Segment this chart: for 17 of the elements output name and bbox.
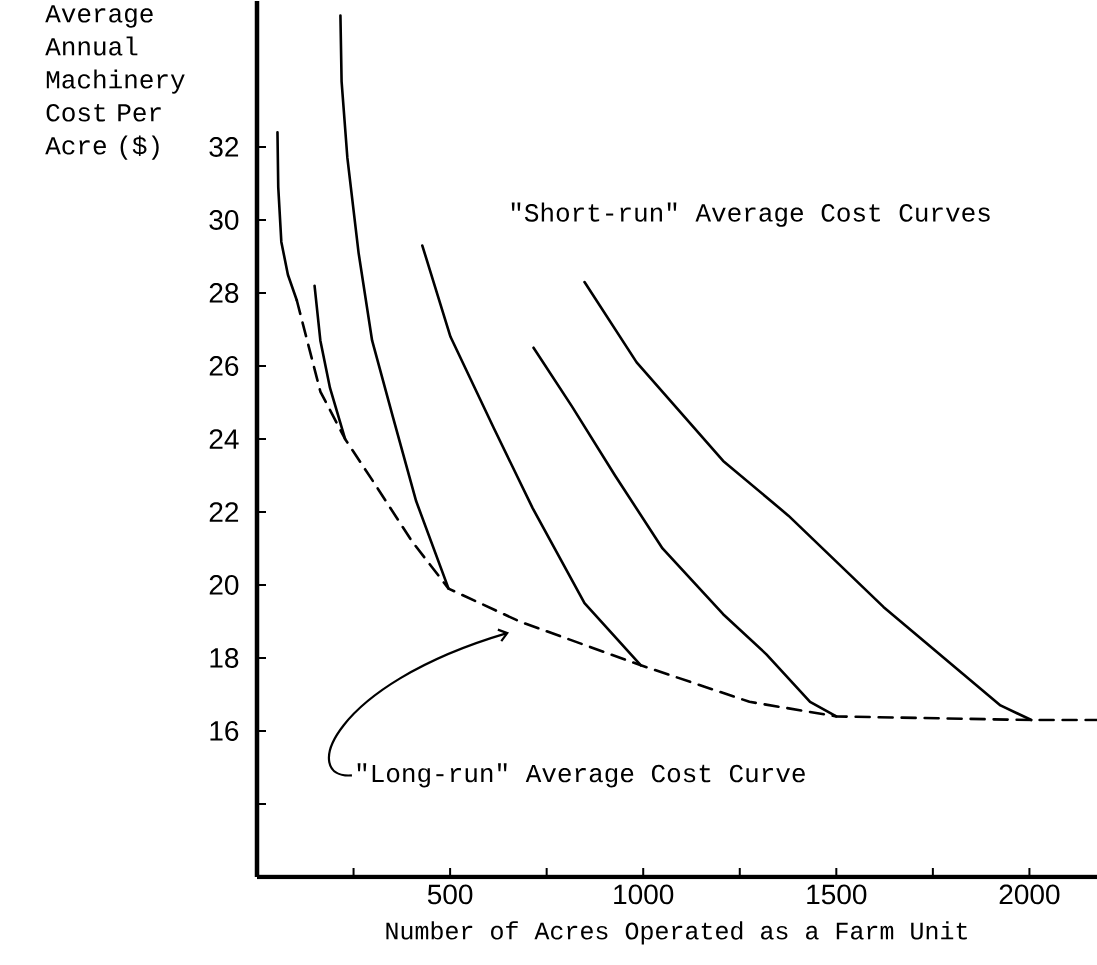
y-tick-label: 16: [210, 721, 239, 741]
x-axis-title: Number of Acres Operated as a Farm Unit: [386, 921, 967, 945]
x-tick-label: 500: [427, 884, 473, 905]
y-tick-label: 24: [209, 429, 239, 449]
y-axis-title: Average Annual Machinery Cost Per Acre ($): [45, 5, 185, 160]
y-tick-label: 20: [209, 575, 239, 595]
y-tick-label: 30: [209, 210, 239, 230]
y-tick-label: 18: [210, 648, 239, 668]
y-tick-label: 22: [209, 502, 239, 522]
x-tick-label: 1000: [614, 884, 674, 905]
x-tick-label: 2000: [999, 884, 1060, 905]
y-tick-label: 26: [209, 356, 239, 376]
y-tick-label: 32: [209, 137, 239, 157]
annotation: "Short-run" Average Cost Curves: [511, 202, 990, 227]
x-tick-label: 1500: [807, 884, 867, 905]
y-tick-label: 28: [209, 283, 239, 303]
annotation: "Long-run" Average Cost Curve: [357, 763, 805, 788]
